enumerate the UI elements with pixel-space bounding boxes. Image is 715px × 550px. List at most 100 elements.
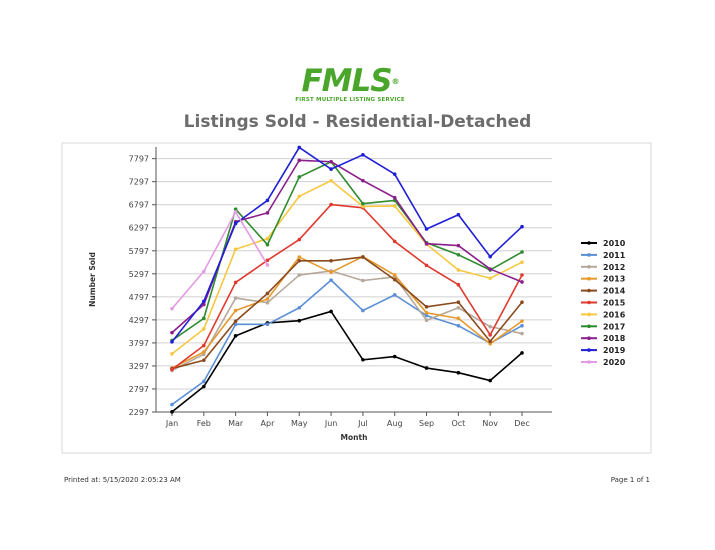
data-point: [233, 207, 238, 211]
data-point: [488, 267, 492, 271]
legend-label: 2019: [603, 346, 626, 355]
legend-label: 2014: [603, 287, 626, 296]
data-point: [520, 323, 524, 328]
y-tick-label: 4297: [129, 316, 149, 325]
data-point: [361, 308, 365, 313]
data-point: [297, 175, 302, 179]
data-point: [297, 145, 302, 150]
data-point: [329, 270, 333, 275]
y-tick-label: 3297: [129, 362, 149, 371]
data-point: [424, 311, 429, 315]
data-point: [361, 255, 365, 259]
legend-marker: [587, 324, 591, 329]
legend-marker: [587, 348, 591, 352]
data-point: [520, 273, 524, 277]
data-point: [265, 291, 270, 296]
data-point: [170, 306, 174, 311]
data-point: [265, 198, 270, 203]
data-point: [265, 322, 270, 327]
data-point: [170, 340, 174, 344]
legend-label: 2010: [603, 239, 626, 248]
data-point: [361, 153, 365, 157]
legend-label: 2012: [603, 263, 625, 272]
data-point: [456, 252, 461, 257]
data-point: [392, 273, 397, 277]
data-point: [520, 224, 524, 229]
data-point: [424, 263, 429, 268]
data-point: [170, 410, 174, 414]
x-tick-label: Dec: [514, 419, 529, 428]
y-tick-label: 6797: [129, 201, 149, 210]
y-tick-label: 2797: [129, 385, 149, 394]
data-point: [202, 327, 206, 331]
data-point: [265, 211, 270, 215]
data-point: [361, 358, 365, 362]
legend-label: 2013: [603, 275, 625, 284]
data-point: [297, 258, 302, 263]
data-point: [424, 366, 429, 370]
data-point: [329, 258, 333, 263]
x-tick-label: Jul: [357, 419, 368, 428]
data-point: [456, 282, 461, 287]
data-point: [202, 269, 206, 274]
x-tick-label: Nov: [482, 419, 498, 428]
data-point: [265, 258, 270, 263]
data-point: [392, 172, 397, 176]
data-point: [297, 158, 302, 163]
data-point: [329, 309, 333, 314]
data-point: [265, 263, 270, 267]
data-point: [456, 268, 461, 272]
legend-label: 2016: [603, 310, 626, 319]
data-point: [456, 316, 461, 321]
data-point: [361, 178, 365, 183]
legend-entry-2011: 2011: [581, 251, 626, 260]
data-point: [265, 236, 270, 241]
series-2014: [170, 255, 524, 371]
legend-label: 2020: [603, 358, 626, 367]
series-line-2016: [171, 179, 523, 355]
printed-at: Printed at: 5/15/2020 2:05:23 AM: [64, 476, 181, 484]
x-axis-label: Month: [341, 433, 368, 442]
data-point: [202, 358, 206, 363]
legend-marker: [587, 360, 591, 364]
legend-marker: [587, 241, 591, 245]
data-point: [424, 318, 429, 322]
legend-entry-2019: 2019: [581, 346, 626, 355]
data-point: [233, 221, 238, 226]
registered-mark: ®: [391, 77, 400, 86]
data-point: [456, 370, 461, 375]
y-tick-label: 7797: [129, 155, 149, 164]
series-2015: [170, 202, 524, 372]
legend-marker: [587, 312, 591, 317]
x-tick-label: Feb: [197, 419, 211, 428]
data-point: [520, 250, 524, 254]
data-point: [170, 402, 174, 407]
legend-entry-2012: 2012: [581, 263, 625, 272]
data-point: [265, 242, 270, 247]
chart-series: [170, 145, 524, 414]
series-line-2014: [171, 256, 523, 370]
data-point: [424, 241, 429, 246]
data-point: [456, 323, 461, 328]
legend-marker: [587, 300, 591, 305]
y-tick-label: 7297: [129, 178, 149, 187]
data-point: [297, 237, 302, 242]
x-tick-label: Jun: [324, 419, 338, 428]
fmls-logo: FMLS® FIRST MULTIPLE LISTING SERVICE: [0, 66, 700, 104]
data-point: [297, 255, 302, 259]
data-point: [392, 204, 397, 208]
data-point: [520, 319, 524, 323]
data-point: [488, 276, 492, 281]
data-point: [392, 277, 397, 282]
legend-entry-2010: 2010: [581, 239, 626, 248]
legend-entry-2015: 2015: [581, 299, 626, 308]
x-tick-label: Oct: [451, 419, 465, 428]
data-point: [456, 305, 461, 310]
data-point: [329, 167, 333, 171]
y-tick-label: 5797: [129, 247, 149, 256]
data-point: [456, 243, 461, 248]
series-2010: [170, 309, 524, 414]
series-2020: [170, 210, 270, 311]
legend-label: 2017: [603, 322, 625, 331]
